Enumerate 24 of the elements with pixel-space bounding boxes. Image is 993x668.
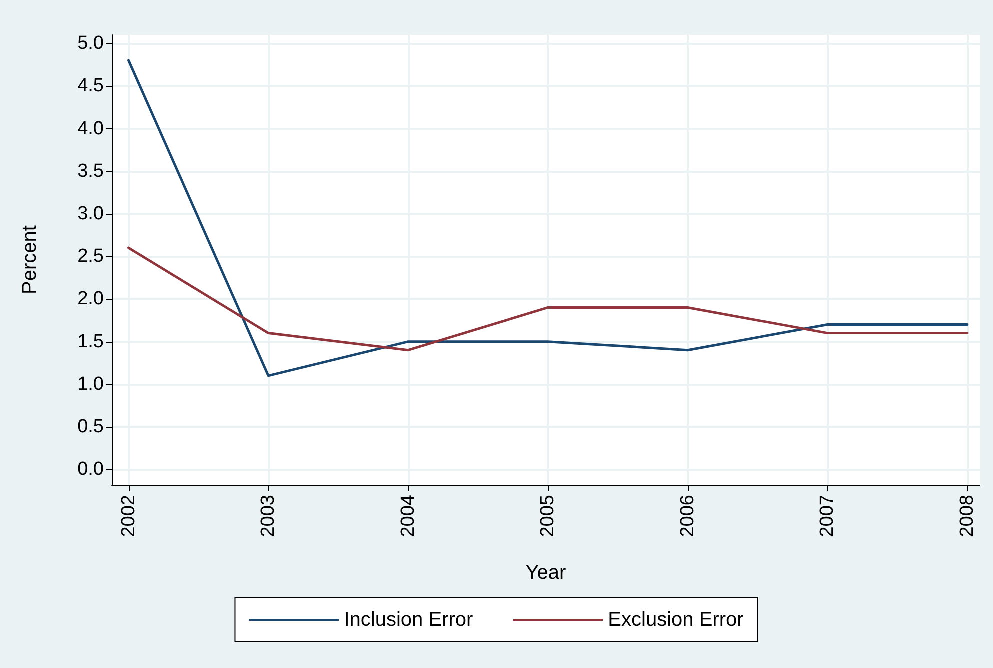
y-tick-label: 2.0	[78, 288, 104, 310]
y-tick-label: 1.5	[78, 331, 104, 352]
x-tick-label: 2006	[677, 495, 698, 538]
y-tick-label: 4.0	[78, 118, 104, 140]
y-tick-label: 5.0	[78, 33, 104, 54]
x-tick-label: 2002	[118, 495, 140, 538]
legend-label: Exclusion Error	[608, 609, 744, 631]
legend-label: Inclusion Error	[344, 609, 474, 631]
y-tick-label: 3.0	[78, 203, 104, 224]
line-series	[128, 246, 969, 352]
y-tick-label: 4.5	[78, 76, 104, 97]
line-series	[128, 59, 969, 378]
y-tick-label: 1.0	[78, 374, 104, 395]
y-tick-label: 0.5	[78, 416, 104, 438]
x-axis-title: Year	[526, 562, 567, 584]
x-tick-label: 2004	[398, 494, 419, 538]
y-tick-label: 0.0	[78, 459, 104, 480]
y-tick-label: 3.5	[78, 160, 104, 182]
x-tick-label: 2008	[956, 495, 978, 538]
x-tick-label: 2005	[538, 495, 559, 538]
x-tick-label: 2007	[817, 495, 838, 538]
y-axis-title: Percent	[19, 225, 41, 294]
y-tick-label: 2.5	[78, 246, 104, 268]
x-tick-label: 2003	[258, 495, 280, 538]
